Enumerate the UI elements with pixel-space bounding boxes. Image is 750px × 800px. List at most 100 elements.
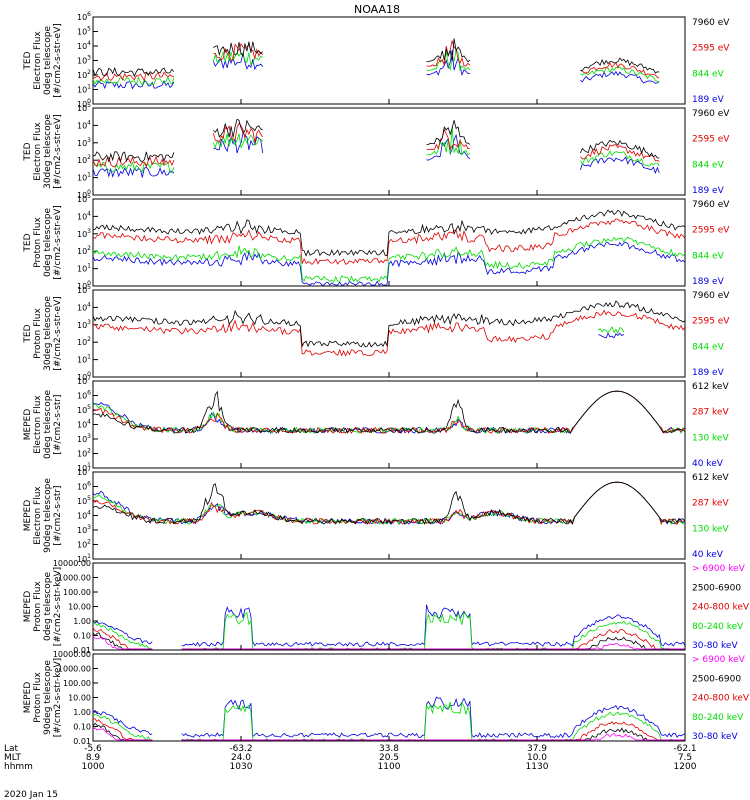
legend-entry: 80-240 keV — [692, 713, 744, 723]
panel-1: 100 101 102 103 104 105 106 TED Electron Flux 0de… — [23, 11, 730, 109]
y-tick-label: 0.10 — [73, 723, 91, 732]
panel-2: 100 101 102 103 104 105 TED Electron Flux 30deg … — [23, 102, 730, 200]
y-tick-label: 101 — [77, 553, 91, 564]
y-axis-label-line: Proton Flux — [33, 308, 43, 359]
legend-entry: 7960 eV — [692, 18, 730, 28]
series-trace-black — [92, 209, 686, 257]
series-trace-blue — [92, 390, 686, 434]
date-label: 2020 Jan 15 — [4, 790, 58, 800]
y-axis-label-line: 30deg telescope — [43, 296, 53, 371]
series-trace-green — [597, 326, 625, 335]
legend-entry: 40 keV — [692, 550, 724, 560]
series-trace-black — [92, 118, 660, 163]
chart-title: NOAA18 — [354, 3, 400, 16]
y-tick-label: 102 — [77, 336, 91, 347]
y-axis-label-line: Electron Flux — [33, 486, 43, 545]
legend-entry: 2595 eV — [692, 44, 730, 54]
y-tick-label: 100 — [77, 98, 91, 109]
series-trace-green — [92, 701, 686, 741]
y-axis-label-line: 0deg telescope — [43, 390, 53, 460]
series-trace-blue — [598, 332, 625, 339]
series-trace-red — [92, 218, 686, 265]
legend-entry: 30-80 keV — [692, 641, 738, 651]
legend-entry: 189 eV — [692, 95, 725, 105]
legend-entry: 7960 eV — [692, 200, 730, 210]
series-trace-red — [92, 122, 660, 168]
y-axis-label-line: Electron Flux — [33, 395, 43, 454]
series-trace-blue — [92, 132, 660, 178]
y-tick-label: 101 — [77, 462, 91, 473]
y-axis-label-line: 90deg telescope — [43, 660, 53, 735]
y-axis-label-line: MEPED — [23, 409, 33, 441]
series-trace-red — [92, 39, 660, 82]
y-tick-label: 103 — [77, 433, 91, 444]
y-axis-label-line: [#/cm2-s-str-eV] — [53, 205, 63, 280]
y-axis-label-line: [#/cm2-s-str] — [53, 394, 63, 454]
panel-frame — [92, 16, 686, 105]
legend-entry: 7960 eV — [692, 291, 730, 301]
panel-5: 101 102 103 104 105 106 107 MEPED Electron Flux 0… — [23, 375, 729, 473]
series-trace-magenta — [92, 635, 685, 650]
series-trace-black — [92, 481, 686, 525]
legend-entry: 30-80 keV — [692, 732, 738, 742]
legend-entry: 2500-6900 — [692, 674, 741, 684]
series-trace-black — [92, 300, 686, 348]
y-tick-label: 100.00 — [63, 679, 91, 688]
y-tick-label: 100.00 — [63, 588, 91, 597]
legend-entry: 189 eV — [692, 277, 725, 287]
y-axis-label-line: TED — [23, 51, 33, 70]
y-axis-label-line: MEPED — [23, 591, 33, 623]
legend-entry: 240-800 keV — [692, 694, 750, 704]
series-trace-blue — [92, 481, 686, 526]
panel-frame — [92, 107, 686, 196]
series-trace-green — [92, 390, 686, 435]
x-tick-label: 1030 — [230, 762, 253, 772]
legend-entry: > 6900 keV — [692, 655, 746, 665]
y-tick-label: 105 — [77, 26, 91, 37]
y-tick-label: 103 — [77, 524, 91, 535]
series-trace-red — [92, 390, 686, 434]
y-tick-label: 105 — [77, 193, 91, 204]
legend-entry: 844 eV — [692, 69, 725, 79]
y-tick-label: 103 — [77, 137, 91, 148]
y-tick-label: 103 — [77, 228, 91, 239]
y-tick-label: 101 — [77, 263, 91, 274]
y-tick-label: 1000.00 — [58, 574, 91, 583]
x-row-label: hhmm — [4, 762, 33, 772]
y-axis-label-line: Proton Flux — [33, 581, 43, 632]
y-tick-label: 105 — [77, 495, 91, 506]
series-trace-black — [92, 390, 686, 434]
panel-7: 0.01 0.10 1.00 10.00 100.00 1000.00 10000.00 ME… — [23, 559, 750, 655]
y-axis-label-line: Proton Flux — [33, 672, 43, 723]
series-trace-green — [92, 611, 685, 650]
series-trace-green — [92, 481, 686, 525]
x-tick-label: 1000 — [82, 762, 105, 772]
panel-8: 0.01 0.10 1.00 10.00 100.00 1000.00 10000.00 ME… — [23, 650, 750, 746]
y-axis-label-line: 0deg telescope — [43, 208, 53, 278]
x-tick-label: 1130 — [526, 762, 549, 772]
y-axis-label-line: [#/cm2-s-str-eV] — [53, 296, 63, 371]
y-tick-label: 104 — [77, 510, 91, 521]
y-tick-label: 104 — [77, 301, 91, 312]
y-tick-label: 105 — [77, 404, 91, 415]
y-axis-label-line: 0deg telescope — [43, 26, 53, 96]
x-tick-label: 33.8 — [379, 744, 399, 754]
panel-4: 100 101 102 103 104 105 TED Proton Flux 30deg te… — [23, 284, 730, 382]
series-trace-green — [92, 49, 660, 86]
legend-entry: 130 keV — [692, 524, 729, 534]
legend-entry: 287 keV — [692, 499, 729, 509]
x-row-label: MLT — [4, 753, 22, 763]
y-tick-label: 10.00 — [68, 694, 91, 703]
series-trace-red — [92, 309, 686, 357]
y-tick-label: 103 — [77, 319, 91, 330]
x-tick-label: -5.6 — [84, 744, 102, 754]
x-tick-label: 10.0 — [527, 753, 547, 763]
y-tick-label: 1000.00 — [58, 665, 91, 674]
legend-entry: > 6900 keV — [692, 564, 746, 574]
y-axis-label-line: [#/cm2-s-str-keV] — [53, 567, 63, 646]
series-trace-blue — [92, 50, 660, 90]
y-axis-label-line: [#/cm2-s-str-keV] — [53, 658, 63, 737]
y-tick-label: 102 — [77, 69, 91, 80]
y-tick-label: 106 — [77, 390, 91, 401]
